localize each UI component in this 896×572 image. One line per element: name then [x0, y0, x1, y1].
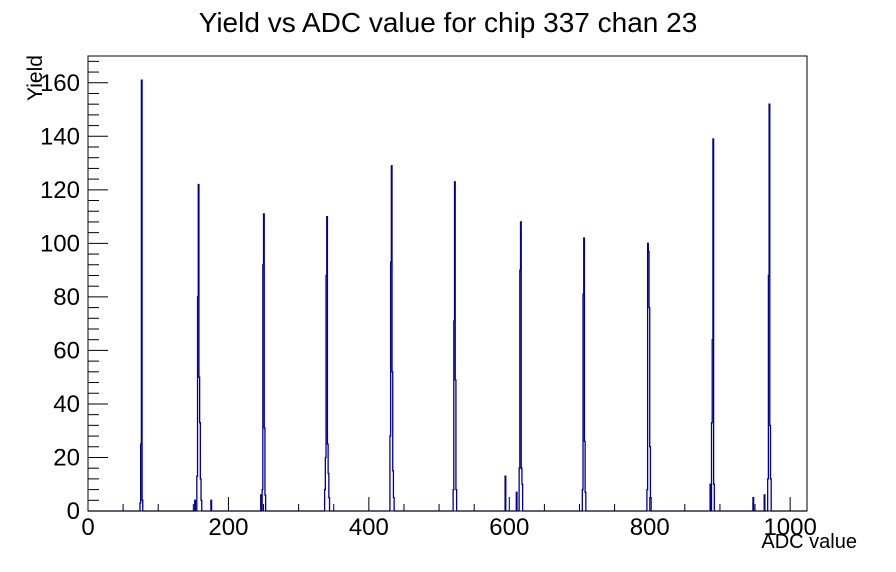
histogram-series	[88, 79, 807, 512]
y-tick-label: 60	[53, 337, 80, 364]
x-tick-label: 1000	[763, 514, 816, 541]
x-tick-label: 600	[489, 514, 529, 541]
plot-frame	[87, 55, 808, 512]
y-axis: 0 20 40 60 80 100 120 140 160	[40, 60, 108, 525]
x-tick-label: 200	[208, 514, 248, 541]
x-tick-label: 800	[630, 514, 670, 541]
y-tick-label: 0	[67, 498, 80, 525]
chart-title: Yield vs ADC value for chip 337 chan 23	[198, 7, 698, 38]
x-tick-label: 0	[81, 514, 94, 541]
x-axis: 0 200 400 600 800 1000	[81, 497, 817, 541]
y-tick-label: 140	[40, 123, 80, 150]
y-tick-label: 120	[40, 177, 80, 204]
y-tick-label: 100	[40, 230, 80, 257]
y-tick-label: 20	[53, 444, 80, 471]
y-tick-label: 160	[40, 70, 80, 97]
y-tick-label: 80	[53, 284, 80, 311]
x-tick-label: 400	[349, 514, 389, 541]
x-axis-label: ADC value	[761, 531, 857, 553]
y-tick-label: 40	[53, 391, 80, 418]
